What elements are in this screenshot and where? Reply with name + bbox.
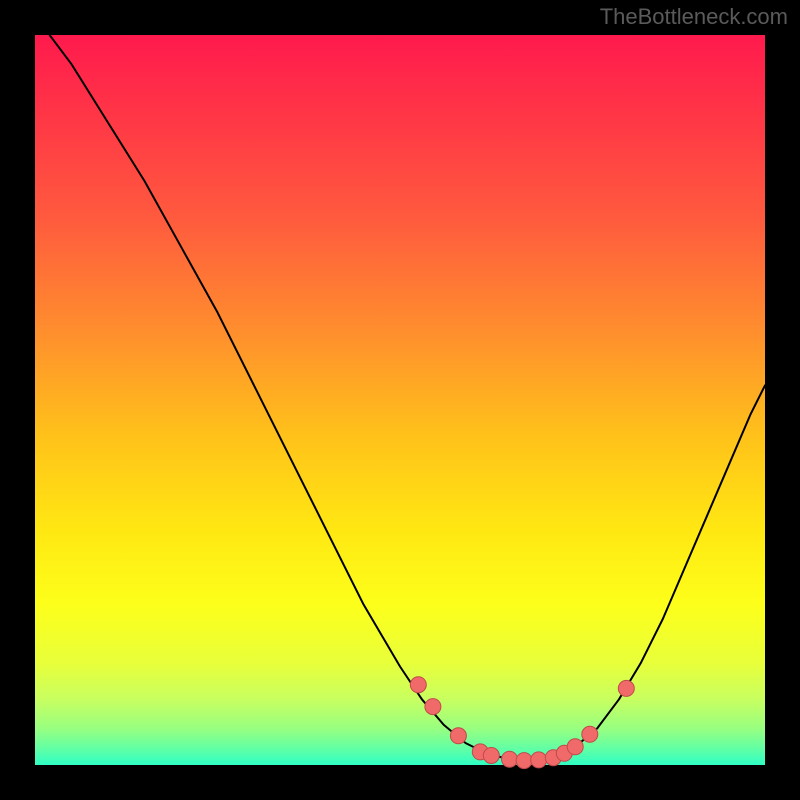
- chart-svg: [35, 35, 765, 765]
- marker-point: [531, 752, 547, 768]
- marker-point: [567, 739, 583, 755]
- marker-point: [502, 751, 518, 767]
- plot-area: [35, 35, 765, 765]
- marker-point: [516, 753, 532, 769]
- marker-point: [582, 726, 598, 742]
- marker-point: [425, 699, 441, 715]
- marker-point: [618, 680, 634, 696]
- marker-point: [483, 748, 499, 764]
- curve-line: [50, 35, 765, 761]
- marker-point: [450, 728, 466, 744]
- watermark-text: TheBottleneck.com: [600, 4, 788, 30]
- marker-point: [410, 677, 426, 693]
